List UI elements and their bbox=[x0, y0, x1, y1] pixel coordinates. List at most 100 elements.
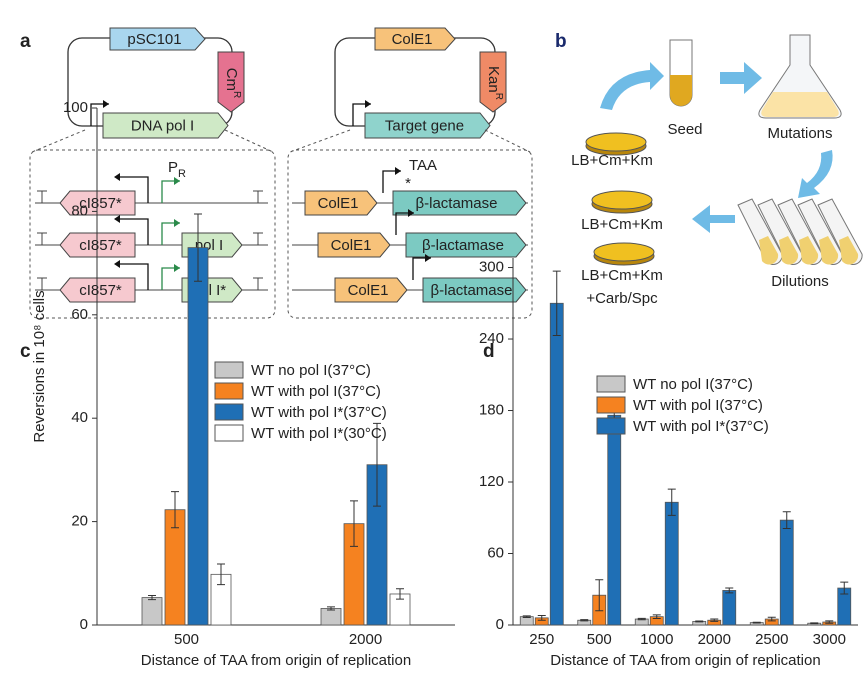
label: Dilutions bbox=[771, 273, 829, 290]
gene bbox=[334, 277, 408, 303]
error-bar bbox=[171, 491, 179, 529]
promoter-arrow bbox=[395, 212, 414, 235]
tube bbox=[839, 236, 859, 265]
arrowhead bbox=[425, 254, 431, 262]
flow-arrow bbox=[600, 62, 664, 110]
tube bbox=[819, 236, 839, 265]
gene bbox=[405, 232, 527, 258]
y-tick-label: 300 bbox=[479, 259, 504, 276]
terminator bbox=[253, 277, 263, 290]
flow-arrow bbox=[692, 205, 735, 233]
legend-swatch bbox=[214, 424, 244, 442]
label: ColE1 bbox=[331, 237, 372, 254]
plate bbox=[585, 132, 647, 152]
y-tick-label: 0 bbox=[496, 616, 504, 633]
flow-arrow bbox=[720, 62, 762, 94]
y-tick-label: 0 bbox=[80, 616, 88, 633]
label: DNA pol I bbox=[131, 117, 194, 134]
label: R bbox=[231, 91, 242, 98]
flow-arrow bbox=[798, 150, 833, 198]
error-bar bbox=[652, 614, 661, 619]
error-bar bbox=[537, 614, 546, 621]
label: R bbox=[493, 93, 504, 100]
arrowhead bbox=[174, 219, 180, 227]
label: TAA bbox=[409, 157, 437, 174]
error-bar bbox=[552, 270, 561, 336]
label: β-lactamase bbox=[416, 195, 498, 212]
error-bar bbox=[522, 615, 531, 618]
y-tick-label: 120 bbox=[479, 473, 504, 490]
x-axis-title: Distance of TAA from origin of replicati… bbox=[550, 652, 820, 669]
arrowhead bbox=[114, 260, 120, 268]
gene bbox=[392, 190, 527, 216]
gene bbox=[317, 232, 391, 258]
gene bbox=[364, 112, 491, 139]
bar bbox=[779, 519, 794, 626]
tube bbox=[799, 236, 819, 265]
promoter-arrow bbox=[161, 267, 180, 290]
bar bbox=[320, 608, 342, 626]
label: LB+Cm+Km bbox=[571, 152, 653, 169]
bar bbox=[664, 501, 679, 626]
terminator bbox=[253, 190, 263, 203]
label: Mutations bbox=[767, 125, 832, 142]
legend-swatch bbox=[214, 382, 244, 400]
y-tick-label: 60 bbox=[487, 544, 504, 561]
bar bbox=[141, 597, 163, 626]
error-bar bbox=[810, 622, 819, 625]
y-tick-label: 40 bbox=[71, 409, 88, 426]
panel-label: c bbox=[20, 341, 31, 362]
label: β-lactamase bbox=[431, 282, 513, 299]
error-bar bbox=[350, 500, 358, 547]
origin bbox=[109, 27, 206, 51]
y-tick-label: 240 bbox=[479, 330, 504, 347]
legend-swatch bbox=[596, 375, 626, 393]
error-bar bbox=[782, 511, 791, 529]
error-bar bbox=[725, 587, 734, 594]
error-bar bbox=[752, 621, 761, 624]
error-bar bbox=[637, 617, 646, 621]
label: +Carb/Spc bbox=[586, 290, 658, 307]
inset bbox=[29, 149, 276, 319]
label: Seed bbox=[667, 121, 702, 138]
flask bbox=[761, 92, 839, 117]
label: cI857* bbox=[79, 237, 122, 254]
x-tick-label: 500 bbox=[174, 631, 199, 648]
error-bar bbox=[710, 618, 719, 622]
gene bbox=[304, 190, 378, 216]
y-tick-label: 60 bbox=[71, 306, 88, 323]
arrowhead bbox=[395, 167, 401, 175]
label: Kan bbox=[485, 66, 502, 93]
terminator bbox=[253, 232, 263, 245]
legend-label: WT with pol I(37°C) bbox=[633, 397, 763, 414]
promoter-arrow bbox=[382, 170, 401, 193]
x-tick-label: 250 bbox=[529, 631, 554, 648]
x-axis-title: Distance of TAA from origin of replicati… bbox=[141, 652, 411, 669]
label: Cm bbox=[223, 68, 240, 91]
error-bar bbox=[217, 563, 225, 586]
zoom-line bbox=[31, 129, 531, 153]
bar bbox=[187, 247, 209, 626]
label: β-lactamase bbox=[422, 237, 504, 254]
arrowhead bbox=[174, 264, 180, 272]
promoter-arrow bbox=[161, 222, 180, 245]
error-bar bbox=[840, 581, 849, 595]
bar bbox=[549, 302, 564, 626]
error-bar bbox=[580, 619, 589, 622]
label: PR bbox=[168, 159, 186, 180]
inset bbox=[287, 149, 533, 319]
arrowhead bbox=[365, 100, 371, 108]
x-tick-label: 500 bbox=[587, 631, 612, 648]
gene bbox=[102, 112, 229, 139]
legend-label: WT with pol I*(30°C) bbox=[251, 425, 387, 442]
error-bar bbox=[695, 620, 704, 623]
error-bar bbox=[667, 488, 676, 516]
arrowhead bbox=[408, 209, 414, 217]
tube bbox=[670, 75, 692, 106]
y-axis-title: Reversions in 10⁸ cells bbox=[31, 290, 48, 442]
plate bbox=[591, 190, 653, 210]
promoter-arrow bbox=[120, 176, 149, 203]
arrowhead bbox=[114, 215, 120, 223]
legend-label: WT with pol I*(37°C) bbox=[633, 418, 769, 435]
y-tick-label: 20 bbox=[71, 513, 88, 530]
